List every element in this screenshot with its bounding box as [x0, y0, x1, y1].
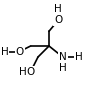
Text: O: O: [26, 67, 35, 77]
Text: O: O: [15, 47, 24, 56]
Text: H: H: [75, 52, 83, 62]
Text: H: H: [59, 63, 67, 73]
Text: H: H: [19, 67, 27, 77]
Text: H: H: [54, 4, 62, 14]
Text: N: N: [59, 52, 67, 62]
Text: H: H: [1, 47, 9, 56]
Text: O: O: [54, 15, 62, 25]
